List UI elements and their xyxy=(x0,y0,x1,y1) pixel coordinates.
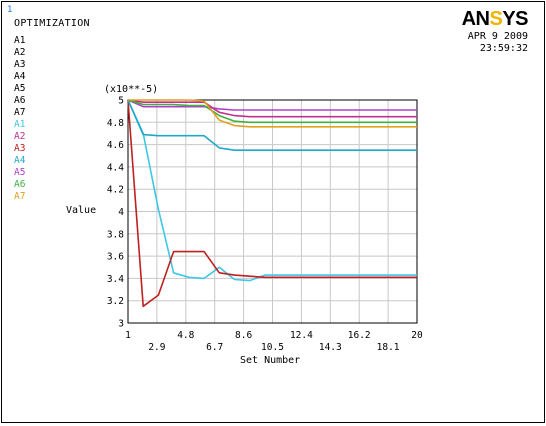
series-line xyxy=(127,99,417,111)
legend-entry: A4 xyxy=(14,71,26,82)
series-line xyxy=(127,99,417,282)
y-tick-label: 3 xyxy=(118,319,124,330)
series-line xyxy=(127,99,417,151)
legend-entry: A7 xyxy=(14,107,26,118)
window-number: 1 xyxy=(7,5,13,15)
x-tick-label: 2.9 xyxy=(148,342,165,353)
legend-entry: A6 xyxy=(14,179,26,190)
ansys-logo: ANSYS xyxy=(461,8,529,30)
line-chart: 3 3.2 3.4 3.6 3.8 4 4.2 4.4 4.6 4.8 5 1 4.8 8.6 12.4 16… xyxy=(107,96,423,354)
x-tick-label: 16.2 xyxy=(348,330,371,341)
x-tick-label: 14.3 xyxy=(319,342,342,353)
legend-entry: A6 xyxy=(14,95,26,106)
x-tick-label: 20 xyxy=(411,330,423,341)
series-line xyxy=(127,99,417,118)
date-text: APR 9 2009 xyxy=(467,31,528,42)
y-tick-label: 3.4 xyxy=(107,274,124,285)
timestamp: APR 9 2009 23:59:32 xyxy=(468,31,528,55)
series-line xyxy=(127,99,417,124)
x-tick-label: 6.7 xyxy=(206,342,223,353)
legend-entry: A1 xyxy=(14,35,26,46)
legend-entry: A3 xyxy=(14,143,26,154)
y-tick-label: 3.8 xyxy=(107,229,124,240)
legend-entry: A5 xyxy=(14,83,26,94)
y-tick-label: 4.6 xyxy=(107,140,124,151)
x-tick-label: 8.6 xyxy=(235,330,252,341)
x-axis-label: Set Number xyxy=(240,355,301,366)
x-tick-label: 18.1 xyxy=(377,342,400,353)
y-tick-label: 4.2 xyxy=(107,185,124,196)
series-line xyxy=(128,99,417,128)
legend-entry: A2 xyxy=(14,131,26,142)
legend-entry: A5 xyxy=(14,167,26,178)
y-tick-label: 4 xyxy=(118,207,124,218)
y-tick-label: 4.8 xyxy=(107,118,124,129)
y-axis-label: Value xyxy=(66,205,97,216)
legend-entry: A7 xyxy=(14,191,26,202)
plot-frame xyxy=(127,99,418,324)
y-tick-label: 5 xyxy=(118,96,124,107)
legend-entry: A3 xyxy=(14,59,26,70)
x-tick-label: 1 xyxy=(125,330,131,341)
x-tick-label: 10.5 xyxy=(261,342,284,353)
legend-entry: A1 xyxy=(14,119,26,130)
y-axis-multiplier: (x10**-5) xyxy=(104,84,159,95)
y-tick-label: 4.4 xyxy=(107,162,124,173)
legend: A1 A2 A3 A4 A5 A6 A7 A1 A2 A3 A4 A5 A6 A7 xyxy=(14,35,25,203)
x-tick-label: 12.4 xyxy=(290,330,313,341)
y-tick-label: 3.2 xyxy=(107,296,124,307)
legend-entry: A2 xyxy=(14,47,26,58)
plot-title: OPTIMIZATION xyxy=(14,18,90,29)
y-tick-label: 3.6 xyxy=(107,252,124,263)
series-line xyxy=(127,99,417,308)
legend-entry: A4 xyxy=(14,155,26,166)
x-tick-label: 4.8 xyxy=(177,330,194,341)
time-text: 23:59:32 xyxy=(479,43,528,54)
